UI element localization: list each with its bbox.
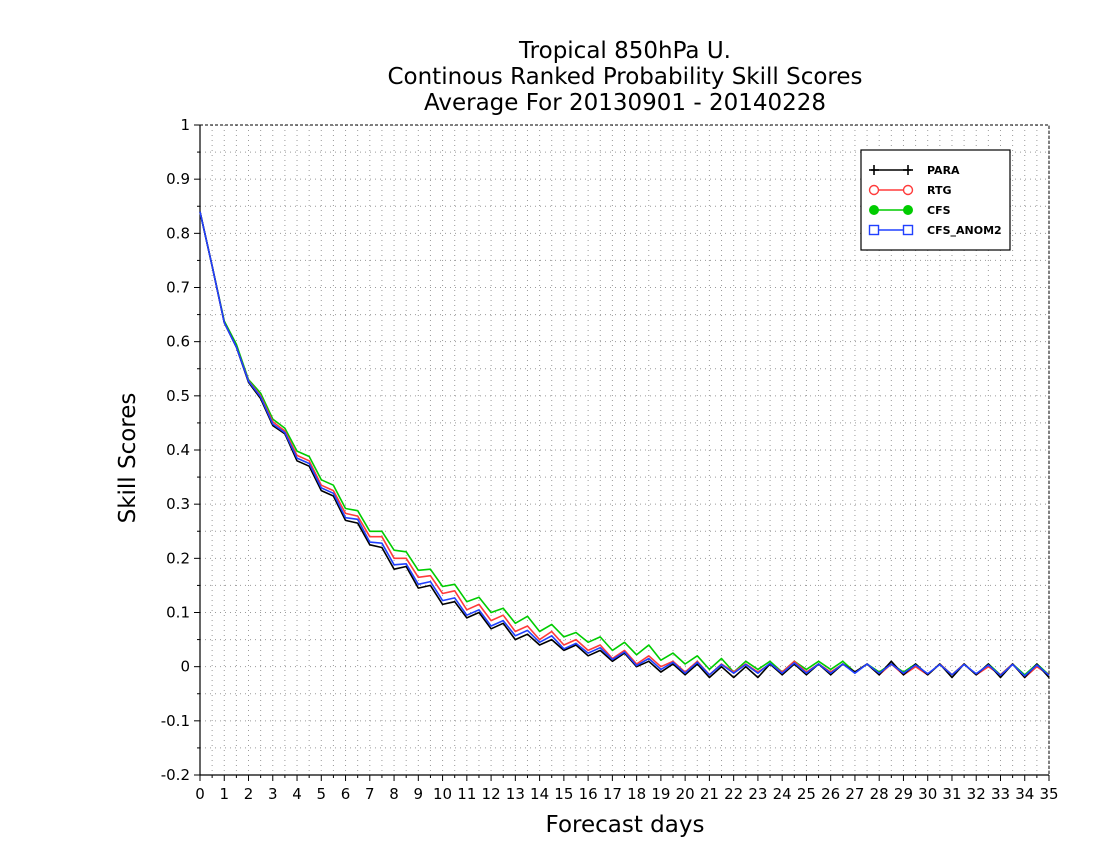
y-tick-label: -0.1 <box>161 712 190 730</box>
series-line-para <box>199 211 1050 679</box>
y-tick-label: 0.9 <box>166 170 190 188</box>
x-tick-label: 15 <box>554 785 573 803</box>
title-line-2: Continous Ranked Probability Skill Score… <box>387 64 862 90</box>
y-tick-label: 0.7 <box>166 279 190 297</box>
y-tick-label: 1 <box>180 116 190 134</box>
x-tick-label: 16 <box>579 785 598 803</box>
y-tick-label: 0.2 <box>166 549 190 567</box>
title-line-3: Average For 20130901 - 20140228 <box>424 90 826 116</box>
x-tick-label: 31 <box>942 785 961 803</box>
x-tick-label: 6 <box>341 785 351 803</box>
x-tick-label: 2 <box>244 785 254 803</box>
x-tick-label: 29 <box>894 785 913 803</box>
x-tick-label: 34 <box>1015 785 1034 803</box>
x-tick-label: 32 <box>967 785 986 803</box>
x-tick-label: 3 <box>268 785 278 803</box>
legend-marker-open-square <box>902 224 914 236</box>
x-axis-label: Forecast days <box>546 812 705 838</box>
y-tick-label: 0.1 <box>166 604 190 622</box>
legend-label: CFS <box>927 204 951 217</box>
y-tick-label: 0.3 <box>166 495 190 513</box>
series-line-cfs <box>199 211 1050 676</box>
x-tick-label: 23 <box>748 785 767 803</box>
chart-title: Tropical 850hPa U. Continous Ranked Prob… <box>387 38 862 116</box>
legend-marker-filled-circle <box>903 205 913 215</box>
y-tick-label: 0.5 <box>166 387 190 405</box>
legend-marker-filled-circle <box>869 205 879 215</box>
x-tick-label: 5 <box>317 785 327 803</box>
legend-label: PARA <box>927 164 960 177</box>
y-tick-label: 0.4 <box>166 441 190 459</box>
x-tick-label: 7 <box>365 785 375 803</box>
x-tick-label: 28 <box>870 785 889 803</box>
x-tick-label: 19 <box>651 785 670 803</box>
legend-marker-open-circle <box>868 184 880 196</box>
x-tick-label: 22 <box>724 785 743 803</box>
y-tick-label: -0.2 <box>161 766 190 784</box>
x-tick-label: 9 <box>414 785 424 803</box>
series-line-cfs-anom2 <box>199 211 1050 677</box>
x-tick-label: 35 <box>1039 785 1058 803</box>
x-tick-label: 8 <box>389 785 399 803</box>
series-lines <box>199 211 1050 679</box>
x-tick-label: 18 <box>627 785 646 803</box>
x-tick-label: 27 <box>845 785 864 803</box>
x-tick-label: 1 <box>219 785 229 803</box>
x-tick-label: 17 <box>603 785 622 803</box>
grid <box>199 124 1050 776</box>
legend-marker-open-circle <box>902 184 914 196</box>
legend-marker-open-square <box>868 224 880 236</box>
title-line-1: Tropical 850hPa U. <box>518 38 731 64</box>
x-tick-label: 20 <box>676 785 695 803</box>
x-tick-label: 14 <box>530 785 549 803</box>
x-tick-label: 33 <box>991 785 1010 803</box>
axes: 0 1 2 3 4 5 6 7 8 9 10 11 12 13 14 15 16 17 18 19 20 21 22 23 24… <box>161 116 1059 803</box>
x-tick-label: 0 <box>195 785 205 803</box>
legend-label: RTG <box>927 184 952 197</box>
series-line-rtg <box>199 211 1050 679</box>
x-tick-label: 4 <box>292 785 302 803</box>
x-tick-label: 24 <box>773 785 792 803</box>
x-tick-label: 10 <box>433 785 452 803</box>
x-tick-label: 21 <box>700 785 719 803</box>
y-axis-label: Skill Scores <box>115 393 141 524</box>
x-tick-label: 11 <box>457 785 476 803</box>
x-tick-label: 13 <box>506 785 525 803</box>
legend: PARA RTG CFS CFS_ANOM2 <box>860 149 1011 251</box>
y-tick-label: 0 <box>180 658 190 676</box>
y-tick-label: 0.6 <box>166 333 190 351</box>
legend-box <box>860 149 1011 251</box>
x-tick-label: 12 <box>482 785 501 803</box>
legend-label: CFS_ANOM2 <box>927 224 1002 237</box>
x-tick-label: 25 <box>797 785 816 803</box>
y-tick-label: 0.8 <box>166 224 190 242</box>
x-tick-label: 30 <box>918 785 937 803</box>
x-tick-label: 26 <box>821 785 840 803</box>
